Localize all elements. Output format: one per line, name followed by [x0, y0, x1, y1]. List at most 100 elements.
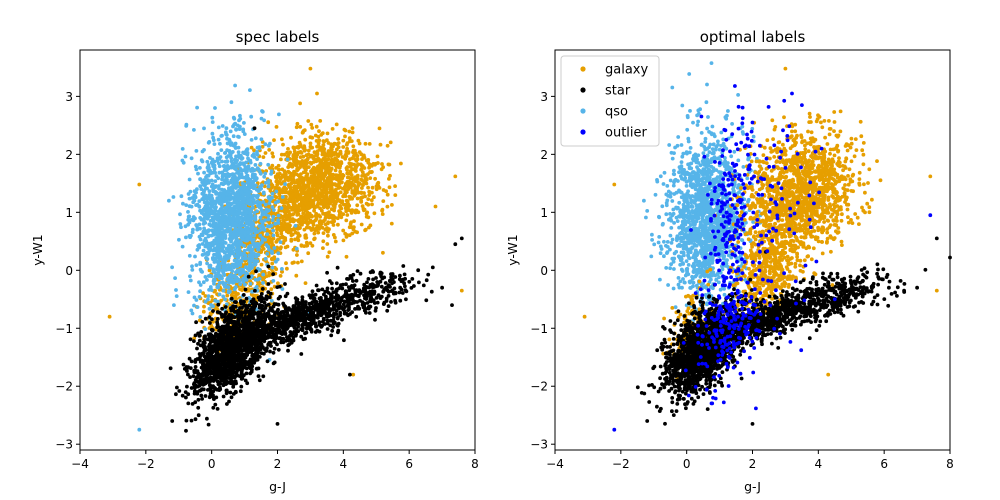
point-qso: [226, 290, 231, 295]
point-qso: [216, 137, 221, 142]
point-qso: [189, 204, 194, 209]
point-galaxy: [323, 164, 328, 169]
point-galaxy: [294, 273, 299, 278]
point-galaxy: [322, 151, 327, 156]
point-qso: [246, 234, 251, 239]
point-galaxy: [321, 146, 325, 150]
point-qso: [227, 243, 232, 248]
point-galaxy: [275, 231, 279, 235]
point-galaxy: [263, 215, 267, 220]
point-qso: [210, 131, 215, 136]
point-galaxy: [372, 195, 376, 200]
point-galaxy: [322, 139, 326, 144]
point-qso: [271, 279, 276, 283]
point-star: [283, 282, 287, 286]
point-galaxy: [303, 137, 308, 142]
point-galaxy: [350, 126, 355, 130]
point-galaxy: [314, 139, 319, 143]
point-galaxy: [343, 134, 347, 139]
point-qso: [205, 261, 210, 266]
point-galaxy: [326, 141, 331, 145]
point-qso: [238, 200, 243, 205]
point-galaxy: [270, 163, 275, 168]
point-qso: [215, 223, 220, 228]
point-qso: [248, 282, 253, 286]
point-star: [268, 349, 272, 354]
point-qso: [178, 212, 182, 217]
point-qso: [174, 294, 179, 298]
point-qso: [247, 259, 252, 264]
point-galaxy: [294, 125, 299, 130]
point-galaxy: [331, 214, 336, 218]
point-galaxy: [329, 185, 334, 190]
point-qso: [201, 197, 206, 202]
point-qso: [250, 221, 255, 226]
point-qso: [224, 126, 229, 131]
point-qso: [198, 315, 203, 319]
point-galaxy: [317, 186, 322, 190]
point-qso: [255, 277, 260, 282]
point-galaxy: [312, 192, 316, 197]
point-qso: [210, 157, 215, 162]
point-qso: [179, 194, 184, 199]
point-qso: [237, 229, 242, 234]
point-galaxy: [202, 304, 206, 309]
point-galaxy: [296, 235, 300, 240]
point-star: [206, 422, 211, 427]
point-galaxy: [269, 287, 274, 292]
point-qso: [265, 232, 270, 237]
point-qso: [188, 274, 192, 279]
point-qso: [285, 157, 290, 162]
point-galaxy: [360, 157, 364, 162]
point-galaxy: [303, 195, 307, 200]
point-galaxy: [299, 190, 304, 195]
point-qso: [232, 166, 237, 171]
point-qso: [260, 109, 265, 114]
point-galaxy: [368, 223, 373, 228]
point-star: [256, 374, 261, 378]
point-qso: [192, 303, 196, 308]
point-qso: [253, 244, 258, 249]
point-galaxy: [282, 210, 287, 214]
point-qso: [193, 216, 197, 221]
point-star: [184, 367, 189, 372]
point-qso: [219, 148, 224, 153]
point-qso: [207, 189, 212, 194]
point-qso: [210, 198, 214, 203]
point-galaxy: [336, 137, 341, 141]
point-galaxy: [387, 185, 392, 190]
point-qso: [237, 118, 241, 123]
point-qso: [221, 288, 226, 293]
point-qso: [174, 288, 178, 292]
point-galaxy: [321, 231, 326, 236]
point-qso: [242, 182, 247, 187]
point-galaxy: [393, 184, 397, 189]
point-galaxy: [363, 178, 368, 183]
point-qso: [202, 170, 207, 175]
point-qso: [280, 195, 285, 199]
point-star: [259, 299, 264, 304]
point-qso: [184, 235, 188, 240]
point-galaxy: [323, 227, 328, 232]
point-galaxy: [310, 243, 315, 248]
point-qso: [214, 240, 219, 245]
point-galaxy: [325, 131, 330, 136]
point-qso: [216, 274, 221, 279]
point-galaxy: [324, 198, 329, 203]
point-galaxy: [387, 162, 392, 167]
point-galaxy: [350, 189, 355, 193]
point-qso: [217, 292, 222, 297]
point-galaxy: [329, 154, 334, 159]
point-galaxy: [314, 188, 319, 193]
point-qso: [266, 181, 271, 185]
point-qso: [212, 163, 217, 168]
point-qso: [202, 148, 206, 152]
point-qso: [210, 215, 215, 220]
point-qso: [219, 203, 224, 207]
point-qso: [213, 201, 218, 206]
point-star: [271, 350, 276, 355]
point-galaxy: [367, 193, 372, 198]
point-qso: [238, 162, 242, 166]
point-galaxy: [295, 218, 300, 223]
